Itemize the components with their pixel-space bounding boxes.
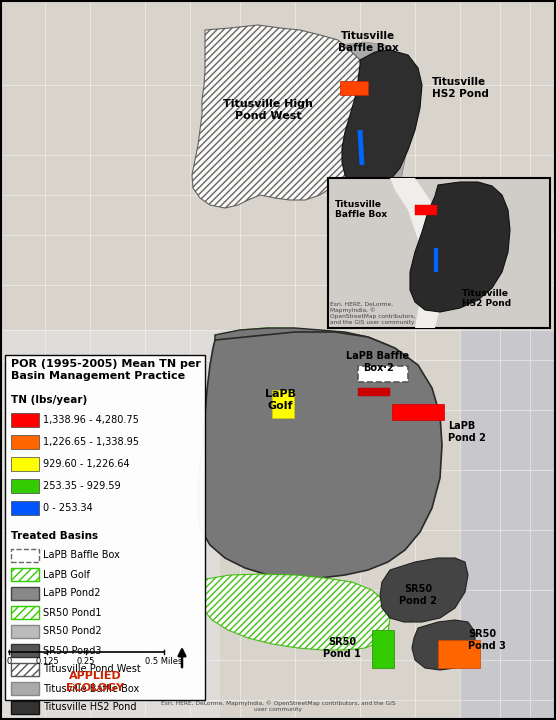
Text: Titusville
Baffle Box: Titusville Baffle Box (337, 31, 399, 53)
Text: LaPB
Golf: LaPB Golf (265, 390, 295, 411)
Text: 253.35 - 929.59: 253.35 - 929.59 (43, 481, 121, 491)
Text: SR50
Pond 3: SR50 Pond 3 (468, 629, 506, 651)
Bar (0, 0, 220, 720)
Text: LaPB Baffle Box: LaPB Baffle Box (43, 551, 120, 560)
Bar (358, 366, 408, 382)
Bar (11, 682, 39, 695)
Text: Titusville
Baffle Box: Titusville Baffle Box (335, 200, 387, 220)
Polygon shape (410, 182, 510, 312)
Text: 0.125: 0.125 (35, 657, 59, 666)
Text: 1,338.96 - 4,280.75: 1,338.96 - 4,280.75 (43, 415, 139, 425)
Text: LaPB Pond2: LaPB Pond2 (43, 588, 101, 598)
Bar (11, 435, 39, 449)
Bar (11, 644, 39, 657)
Polygon shape (412, 620, 475, 670)
Text: Esri, HERE, DeLorme, MapmyIndia, © OpenStreetMap contributors, and the GIS
user : Esri, HERE, DeLorme, MapmyIndia, © OpenS… (161, 701, 395, 712)
Text: 0 - 253.34: 0 - 253.34 (43, 503, 93, 513)
Bar (11, 413, 39, 427)
Text: SR50
Pond 1: SR50 Pond 1 (323, 637, 361, 659)
Polygon shape (390, 178, 445, 328)
Bar (11, 568, 39, 581)
Bar (11, 587, 39, 600)
Bar (11, 701, 39, 714)
Polygon shape (192, 25, 375, 208)
Bar (438, 640, 480, 668)
Text: Titusville HS2 Pond: Titusville HS2 Pond (43, 703, 137, 713)
Text: 0.25: 0.25 (77, 657, 95, 666)
Text: 0.5 Miles: 0.5 Miles (145, 657, 183, 666)
Bar (460, 0, 556, 720)
Text: SR50 Pond1: SR50 Pond1 (43, 608, 102, 618)
Bar (11, 501, 39, 515)
Polygon shape (330, 42, 410, 215)
Text: SR50
Pond 2: SR50 Pond 2 (399, 584, 437, 606)
Text: Titusville
HS2 Pond: Titusville HS2 Pond (462, 289, 511, 308)
Text: SR50 Pond2: SR50 Pond2 (43, 626, 102, 636)
Text: LaPB Baffle
Box·2: LaPB Baffle Box·2 (346, 351, 410, 373)
Bar (358, 388, 390, 396)
Text: 929.60 - 1,226.64: 929.60 - 1,226.64 (43, 459, 130, 469)
Bar (0, 0, 556, 330)
Text: Treated Basins: Treated Basins (11, 531, 98, 541)
Bar (272, 390, 294, 418)
Text: Titusville Baffle Box: Titusville Baffle Box (43, 683, 139, 693)
Bar (5, 355, 205, 700)
Text: 0: 0 (6, 657, 12, 666)
Text: LaPB Golf: LaPB Golf (43, 570, 90, 580)
Bar (11, 663, 39, 676)
Polygon shape (380, 558, 468, 622)
Polygon shape (198, 574, 390, 650)
Polygon shape (342, 50, 422, 190)
Text: LaPB
Pond 2: LaPB Pond 2 (448, 421, 486, 443)
Bar (392, 404, 444, 420)
Bar (11, 457, 39, 471)
Bar (340, 81, 368, 95)
Bar (11, 479, 39, 493)
Text: Esri, HERE, DeLorme,
MapmyIndia, ©
OpenStreetMap contributors,
and the GIS user : Esri, HERE, DeLorme, MapmyIndia, © OpenS… (330, 302, 416, 325)
Bar (11, 549, 39, 562)
Polygon shape (210, 328, 400, 465)
Text: Titusville High
Pond West: Titusville High Pond West (223, 99, 313, 121)
Text: SR50 Pond3: SR50 Pond3 (43, 646, 102, 655)
Polygon shape (212, 328, 428, 528)
Text: APPLIED
ECOLOGY: APPLIED ECOLOGY (66, 671, 124, 693)
Bar (328, 178, 550, 328)
Text: Titusville
HS2 Pond: Titusville HS2 Pond (432, 77, 489, 99)
Text: 1,226.65 - 1,338.95: 1,226.65 - 1,338.95 (43, 437, 139, 447)
Text: Titusville Pond West: Titusville Pond West (43, 665, 141, 675)
Bar (11, 606, 39, 619)
Bar (415, 205, 437, 215)
Text: TN (lbs/year): TN (lbs/year) (11, 395, 87, 405)
Bar (11, 625, 39, 638)
Bar (372, 630, 394, 668)
Polygon shape (198, 332, 442, 578)
Text: POR (1995-2005) Mean TN per
Basin Management Practice: POR (1995-2005) Mean TN per Basin Manage… (11, 359, 201, 382)
